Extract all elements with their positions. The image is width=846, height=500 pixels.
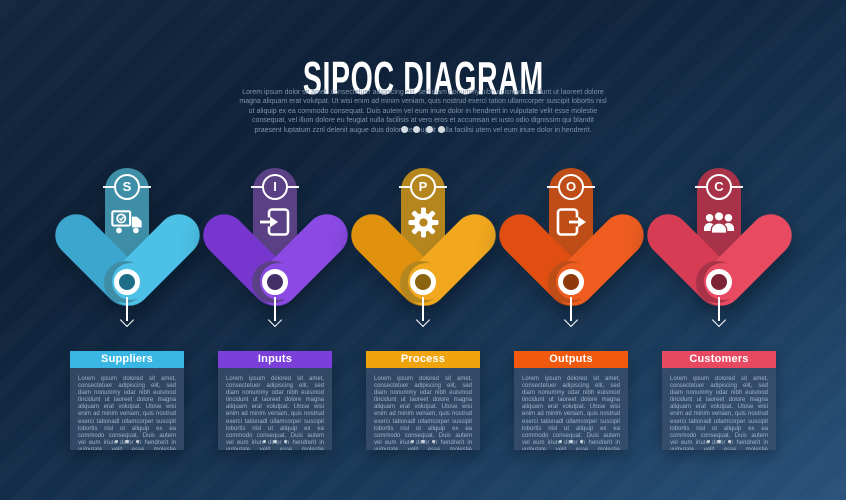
card-dots xyxy=(218,439,332,443)
output-arrow-icon xyxy=(554,205,588,239)
info-card: Process Lorem ipsum dolored sit amet, co… xyxy=(366,351,480,450)
card-body-text: Lorem ipsum dolored sit amet, consectetu… xyxy=(70,368,184,450)
info-card: Outputs Lorem ipsum dolored sit amet, co… xyxy=(514,351,628,450)
card-dots xyxy=(70,439,184,443)
intro-text: Lorem ipsum dolor sit amet, consectetuer… xyxy=(239,89,607,134)
people-group-icon xyxy=(702,205,736,239)
gear-icon xyxy=(406,205,440,239)
card-body-text: Lorem ipsum dolored sit amet, consectetu… xyxy=(514,368,628,450)
column-inputs: I Inputs Lorem xyxy=(194,160,356,460)
column-process: P xyxy=(342,160,504,460)
letter-badge: I xyxy=(262,173,288,200)
down-arrow-line xyxy=(718,297,720,321)
letter-badge: P xyxy=(410,173,436,200)
card-dots xyxy=(366,439,480,443)
info-card: Inputs Lorem ipsum dolored sit amet, con… xyxy=(218,351,332,450)
column-customers: C xyxy=(638,160,800,460)
truck-check-icon xyxy=(110,205,144,239)
card-title: Customers xyxy=(662,351,776,368)
down-arrow-line xyxy=(274,297,276,321)
info-card: Customers Lorem ipsum dolored sit amet, … xyxy=(662,351,776,450)
down-arrow-head xyxy=(120,312,135,328)
column-suppliers: S xyxy=(46,160,208,460)
dot xyxy=(425,126,433,133)
connector-ring xyxy=(706,269,732,295)
down-arrow-head xyxy=(712,312,727,328)
down-arrow-head xyxy=(564,312,579,328)
decorative-dots-row xyxy=(0,126,846,133)
arrow-shape: S xyxy=(46,160,208,460)
down-arrow-line xyxy=(126,297,128,321)
connector-ring xyxy=(558,269,584,295)
info-card: Suppliers Lorem ipsum dolored sit amet, … xyxy=(70,351,184,450)
arrow-shape: P xyxy=(342,160,504,460)
card-title: Suppliers xyxy=(70,351,184,368)
connector-ring xyxy=(262,269,288,295)
card-body-text: Lorem ipsum dolored sit amet, consectetu… xyxy=(366,368,480,450)
card-dots xyxy=(662,439,776,443)
page-title: SIPOC DIAGRAM xyxy=(302,51,544,104)
arrow-shape: I xyxy=(194,160,356,460)
arrow-shape: C xyxy=(638,160,800,460)
down-arrow-head xyxy=(416,312,431,328)
down-arrow-line xyxy=(570,297,572,321)
letter-badge: O xyxy=(558,173,584,200)
card-body-text: Lorem ipsum dolored sit amet, consectetu… xyxy=(662,368,776,450)
down-arrow-head xyxy=(268,312,283,328)
dot xyxy=(413,126,421,133)
dot xyxy=(438,126,446,133)
card-title: Outputs xyxy=(514,351,628,368)
letter-badge: C xyxy=(706,173,732,200)
card-title: Inputs xyxy=(218,351,332,368)
card-title: Process xyxy=(366,351,480,368)
down-arrow-line xyxy=(422,297,424,321)
sipoc-columns: S xyxy=(0,160,846,460)
card-dots xyxy=(514,439,628,443)
connector-ring xyxy=(410,269,436,295)
letter-badge: S xyxy=(114,173,140,200)
column-outputs: O Outputs Lorem xyxy=(490,160,652,460)
arrow-shape: O xyxy=(490,160,652,460)
card-body-text: Lorem ipsum dolored sit amet, consectetu… xyxy=(218,368,332,450)
input-arrow-icon xyxy=(258,205,292,239)
dot xyxy=(400,126,408,133)
connector-ring xyxy=(114,269,140,295)
